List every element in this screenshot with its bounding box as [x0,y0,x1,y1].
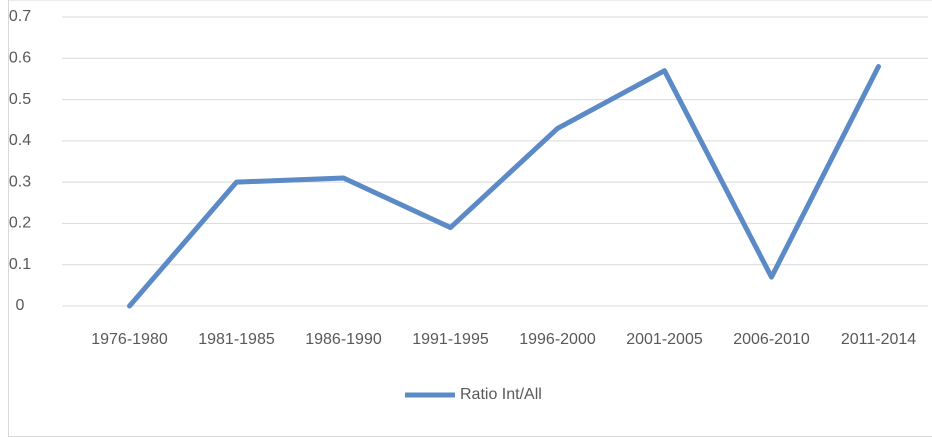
x-tick-label: 2001-2005 [626,331,703,348]
x-tick-label: 1986-1990 [305,331,382,348]
chart-border [8,0,932,437]
y-tick-label: 0.2 [9,215,31,232]
y-tick-label: 0.3 [9,173,31,190]
y-tick-label: 0.7 [9,8,31,25]
x-tick-label: 1991-1995 [412,331,489,348]
x-tick-label: 2006-2010 [733,331,810,348]
data-line [127,64,881,309]
x-tick-label: 1996-2000 [519,331,596,348]
y-tick-label: 0.5 [9,91,31,108]
x-tick-label: 2011-2014 [841,331,916,348]
x-tick-label: 1976-1980 [91,331,168,348]
y-tick-label: 0 [16,297,25,314]
x-tick-label: 1981-1985 [198,331,275,348]
legend-label: Ratio Int/All [460,386,542,403]
y-tick-label: 0.4 [9,132,31,149]
y-tick-label: 0.6 [9,50,31,67]
y-tick-label: 0.1 [9,256,31,273]
